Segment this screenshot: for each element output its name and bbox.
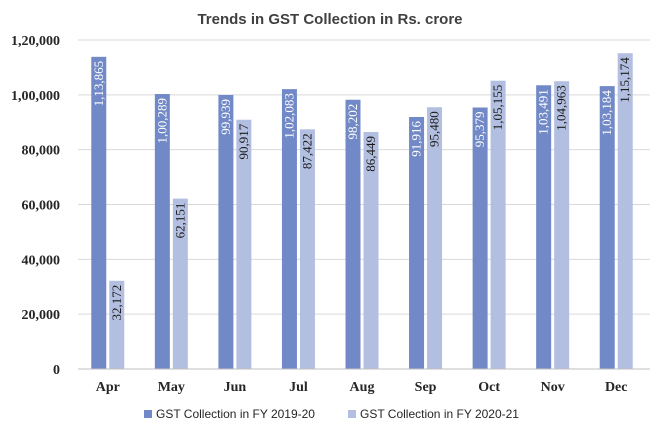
x-tick-label: Jul	[289, 380, 308, 395]
bar-fy2020-21	[172, 198, 188, 369]
y-tick-label: 80,000	[22, 144, 61, 159]
data-label: 99,939	[218, 99, 233, 135]
bar-fy2020-21	[236, 119, 252, 369]
y-tick-label: 20,000	[22, 308, 61, 323]
y-tick-label: 1,00,000	[11, 89, 60, 104]
data-label: 98,202	[345, 104, 360, 140]
data-label: 1,05,155	[490, 85, 505, 131]
legend-swatch-fy2019-20	[144, 410, 152, 418]
bar-fy2019-20	[472, 107, 488, 370]
bar-fy2019-20	[345, 99, 361, 369]
data-label: 86,449	[363, 136, 378, 172]
bar-fy2019-20	[281, 89, 297, 370]
bar-fy2020-21	[427, 107, 443, 369]
x-axis-ticks: Apr May Jun Jul Aug Sep Oct Nov Dec	[96, 380, 628, 395]
legend: GST Collection in FY 2019-20 GST Collect…	[144, 407, 519, 421]
bar-fy2019-20	[599, 86, 615, 369]
data-label: 1,03,184	[599, 90, 614, 136]
bar-fy2020-21	[109, 280, 125, 369]
legend-swatch-fy2020-21	[348, 410, 356, 418]
data-label: 1,00,289	[154, 98, 169, 143]
x-tick-label: May	[158, 380, 185, 395]
bar-fy2019-20	[154, 94, 170, 370]
chart-title: Trends in GST Collection in Rs. crore	[197, 11, 462, 28]
legend-label-fy2020-21: GST Collection in FY 2020-21	[360, 407, 519, 421]
bar-fy2020-21	[617, 53, 633, 369]
data-label: 1,04,963	[554, 85, 569, 131]
x-tick-label: Aug	[350, 380, 375, 395]
x-tick-label: Jun	[224, 380, 247, 395]
data-label: 1,03,491	[536, 89, 551, 135]
data-label: 90,917	[236, 123, 251, 159]
data-label: 95,379	[472, 112, 487, 148]
y-axis-ticks: 0 20,000 40,000 60,000 80,000 1,00,000 1,20,00…	[11, 34, 60, 378]
x-tick-label: Oct	[478, 380, 500, 395]
legend-label-fy2019-20: GST Collection in FY 2019-20	[156, 407, 315, 421]
bars	[91, 53, 633, 370]
bar-fy2019-20	[218, 95, 234, 369]
data-label: 32,172	[109, 285, 124, 321]
bar-fy2020-21	[554, 81, 570, 369]
data-label: 62,151	[172, 203, 187, 239]
x-tick-label: Sep	[415, 380, 437, 395]
x-tick-label: Apr	[96, 380, 120, 395]
y-tick-label: 60,000	[22, 199, 61, 214]
x-tick-label: Nov	[541, 380, 565, 395]
data-label: 95,480	[427, 111, 442, 147]
bar-fy2020-21	[363, 131, 379, 369]
data-label: 1,15,174	[617, 57, 632, 103]
data-label: 87,422	[299, 133, 314, 169]
x-tick-label: Dec	[605, 380, 628, 395]
bar-fy2019-20	[536, 85, 552, 369]
data-label: 1,13,865	[91, 61, 106, 106]
bar-fy2019-20	[91, 56, 107, 369]
y-tick-label: 40,000	[22, 253, 61, 268]
y-tick-label: 0	[53, 363, 60, 378]
bar-fy2019-20	[409, 116, 425, 369]
bar-fy2020-21	[490, 80, 506, 369]
bar-fy2020-21	[299, 129, 315, 369]
data-label: 1,02,083	[281, 93, 296, 138]
data-labels: 1,13,865 32,172 1,00,289 62,151 99,93990,917…	[91, 57, 632, 321]
data-label: 91,916	[409, 120, 424, 156]
y-tick-label: 1,20,000	[11, 34, 60, 49]
